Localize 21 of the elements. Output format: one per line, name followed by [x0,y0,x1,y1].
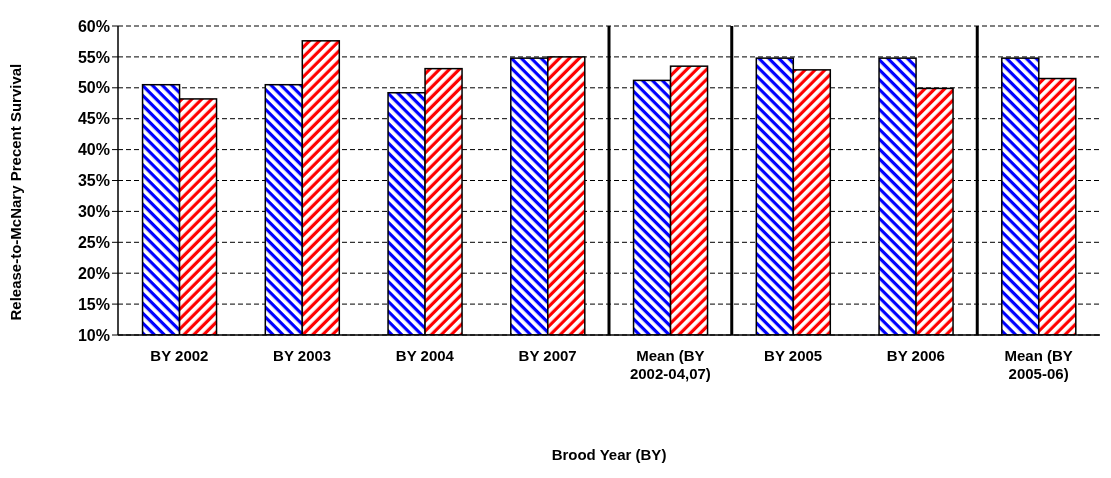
x-tick-label: BY 2003 [273,347,332,364]
x-tick-label: Mean (BY 2005-06) [1004,347,1073,382]
y-tick-label: 55% [77,48,110,66]
x-tick-label: BY 2007 [518,347,577,364]
y-axis-title: Release-to-McNary Precent Survival [7,63,25,321]
y-tick-label: 15% [77,295,110,313]
y-tick-label: 50% [77,79,110,97]
y-tick-label: 40% [77,141,110,159]
y-tick-label: 20% [77,264,110,282]
x-tick-label: Mean (BY 2002-04,07) [629,347,711,382]
y-tick-label: 25% [77,233,110,251]
y-tick-label: 60% [77,17,110,35]
y-tick-label: 35% [77,172,110,190]
x-tick-label: BY 2005 [764,347,823,364]
x-tick-label: BY 2002 [150,347,209,364]
y-tick-label: 45% [77,110,110,128]
x-tick-label: BY 2006 [886,347,945,364]
y-tick-label: 30% [77,203,110,221]
x-tick-label: BY 2004 [395,347,455,364]
y-tick-label: 10% [77,326,110,344]
x-axis-title: Brood Year (BY) [551,446,667,463]
